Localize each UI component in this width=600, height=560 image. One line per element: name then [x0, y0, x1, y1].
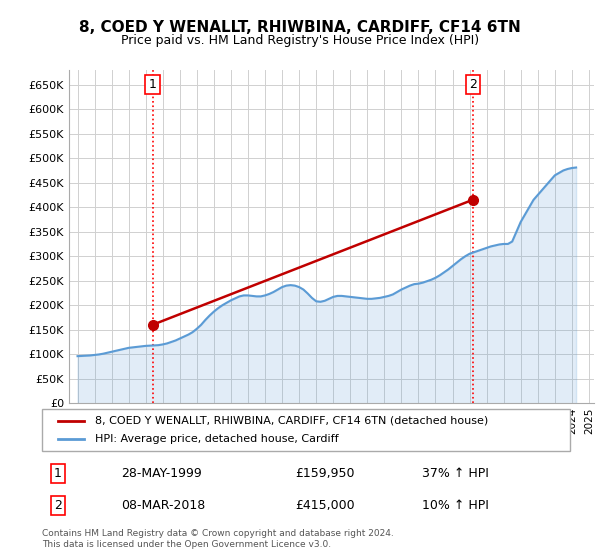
Text: HPI: Average price, detached house, Cardiff: HPI: Average price, detached house, Card… — [95, 434, 338, 444]
Text: 08-MAR-2018: 08-MAR-2018 — [121, 499, 205, 512]
Text: £159,950: £159,950 — [295, 467, 355, 480]
Text: Contains HM Land Registry data © Crown copyright and database right 2024.
This d: Contains HM Land Registry data © Crown c… — [42, 529, 394, 549]
Text: 8, COED Y WENALLT, RHIWBINA, CARDIFF, CF14 6TN: 8, COED Y WENALLT, RHIWBINA, CARDIFF, CF… — [79, 20, 521, 35]
Text: 37% ↑ HPI: 37% ↑ HPI — [422, 467, 489, 480]
Text: 2: 2 — [469, 78, 476, 91]
Text: 1: 1 — [149, 78, 157, 91]
Text: 8, COED Y WENALLT, RHIWBINA, CARDIFF, CF14 6TN (detached house): 8, COED Y WENALLT, RHIWBINA, CARDIFF, CF… — [95, 416, 488, 426]
Text: £415,000: £415,000 — [295, 499, 355, 512]
Text: Price paid vs. HM Land Registry's House Price Index (HPI): Price paid vs. HM Land Registry's House … — [121, 34, 479, 46]
Text: 28-MAY-1999: 28-MAY-1999 — [121, 467, 202, 480]
Text: 1: 1 — [54, 467, 62, 480]
Text: 2: 2 — [54, 499, 62, 512]
FancyBboxPatch shape — [42, 409, 570, 451]
Text: 10% ↑ HPI: 10% ↑ HPI — [422, 499, 489, 512]
